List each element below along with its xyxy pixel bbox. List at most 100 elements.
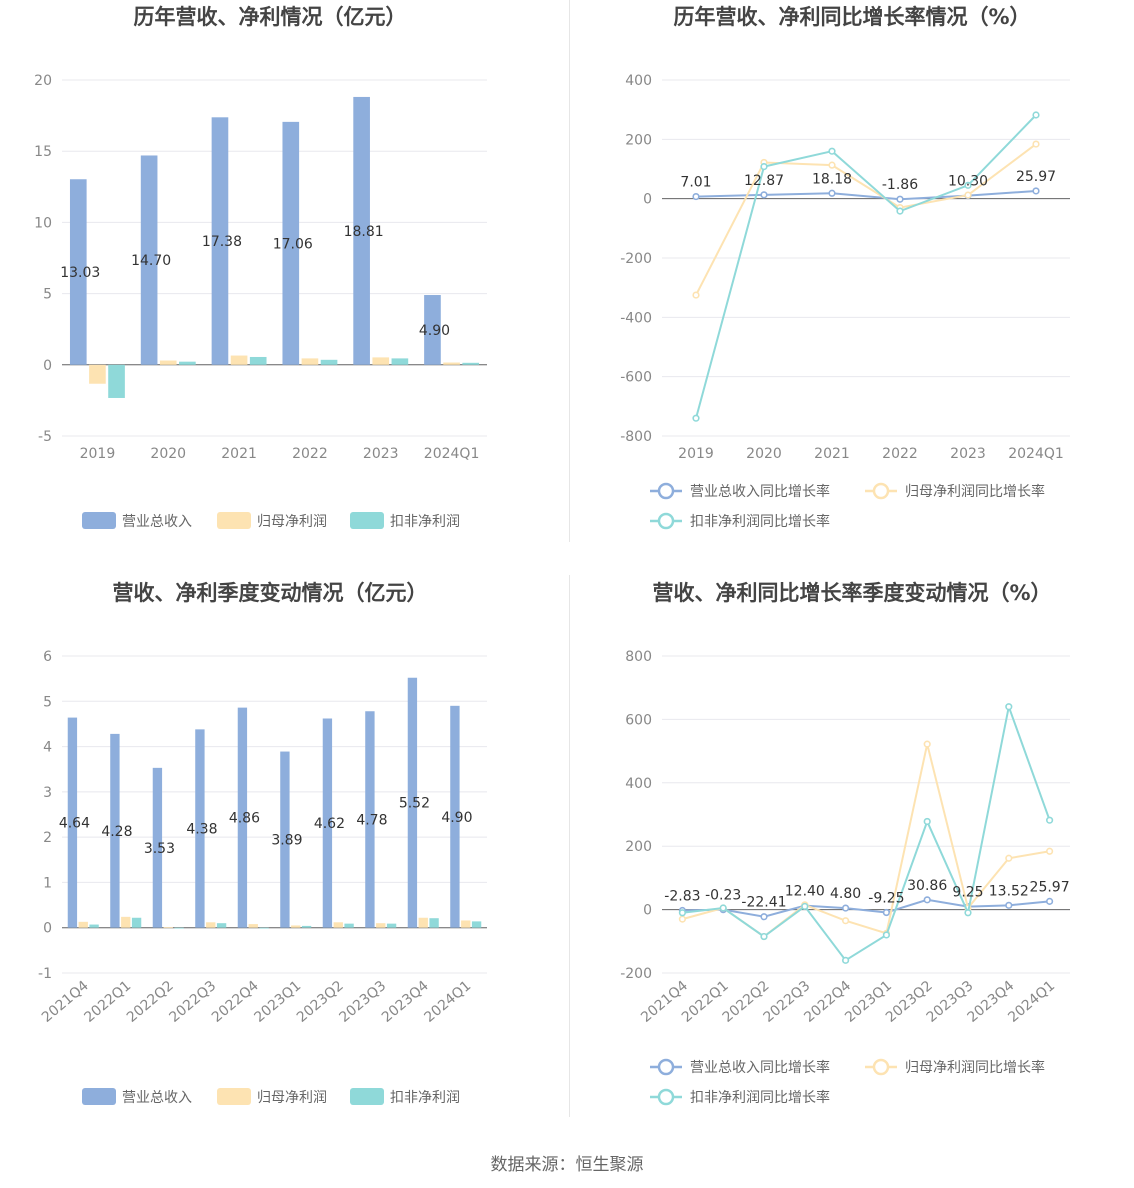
line-data-label: 13.52: [989, 883, 1029, 899]
bar-deducted-profit: [320, 359, 338, 365]
bar-deducted-profit: [462, 362, 480, 365]
line-data-label: 12.40: [785, 884, 825, 900]
bar-data-label: 18.81: [344, 224, 384, 240]
x-tick-label: 2020: [746, 446, 782, 462]
x-tick-label: 2022Q3: [166, 978, 219, 1026]
legend-marker: [657, 1088, 675, 1106]
data-point: [1032, 187, 1040, 195]
line-data-label: -9.25: [868, 891, 904, 907]
data-point: [760, 163, 768, 171]
legend-item[interactable]: 营业总收入: [82, 512, 192, 530]
legend-item[interactable]: 扣非净利润同比增长率: [650, 1088, 830, 1106]
bar-net-profit: [89, 364, 106, 384]
data-point: [801, 902, 809, 911]
data-point: [1005, 854, 1013, 862]
data-point: [1032, 111, 1040, 119]
data-point: [692, 414, 700, 422]
x-tick-label: 2022: [292, 446, 328, 462]
legend-label: 扣非净利润: [390, 514, 460, 530]
line-data-label: 7.01: [680, 175, 711, 191]
series-line-net-profit-growth: [682, 743, 1050, 938]
bar-deducted-profit: [131, 917, 142, 928]
legend-item[interactable]: 营业总收入同比增长率: [650, 1058, 830, 1076]
line-data-label: 30.86: [907, 878, 947, 894]
legend-label: 归母净利润同比增长率: [905, 483, 1045, 500]
bar-net-profit: [443, 362, 460, 365]
data-point: [964, 191, 972, 199]
legend-item[interactable]: 归母净利润同比增长率: [865, 482, 1045, 500]
legend-label: 归母净利润: [257, 1089, 327, 1106]
y-tick-label: -200: [620, 251, 652, 267]
bar-deducted-profit: [259, 927, 269, 929]
y-tick-label: -400: [620, 310, 652, 326]
legend-swatch: [217, 1088, 251, 1105]
x-tick-label: 2021: [221, 446, 257, 462]
x-tick-label: 2023Q2: [294, 978, 347, 1026]
bar-data-label: 3.53: [144, 841, 175, 857]
legend-marker: [657, 1058, 675, 1076]
bar-revenue: [110, 733, 120, 928]
y-tick-label: 0: [43, 921, 52, 937]
legend-label: 营业总收入同比增长率: [690, 483, 830, 500]
y-tick-label: 0: [43, 358, 52, 374]
series-line-net-profit-growth: [695, 143, 1037, 296]
bar-deducted-profit: [301, 925, 312, 928]
x-tick-label: 2024Q1: [424, 446, 480, 462]
quarterly-growth-rate-panel: 营收、净利同比增长率季度变动情况（%） -200 0 200 400 600 800 2021…: [570, 575, 1134, 1135]
data-point: [1005, 901, 1013, 909]
y-tick-label: 10: [34, 215, 52, 231]
legend-label: 归母净利润: [257, 513, 327, 530]
legend-item[interactable]: 扣非净利润同比增长率: [650, 512, 830, 530]
bar-data-label: 5.52: [399, 796, 430, 812]
legend-item[interactable]: 归母净利润: [217, 512, 327, 530]
legend-item[interactable]: 归母净利润同比增长率: [865, 1058, 1045, 1076]
legend-item[interactable]: 扣非净利润: [350, 512, 460, 530]
data-point: [964, 909, 972, 917]
data-point: [692, 291, 700, 299]
x-tick-label: 2022Q4: [209, 978, 262, 1026]
bar-revenue: [280, 751, 290, 928]
y-tick-label: 0: [643, 192, 652, 208]
y-tick-label: 400: [625, 73, 652, 89]
legend-item[interactable]: 扣非净利润: [350, 1088, 460, 1106]
line-data-label: 12.87: [744, 173, 784, 189]
y-tick-label: 200: [625, 839, 652, 855]
chart-title: 历年营收、净利情况（亿元）: [134, 5, 407, 29]
bar-net-profit: [333, 922, 343, 928]
data-point: [1046, 816, 1054, 824]
legend-marker: [872, 482, 890, 500]
y-tick-label: 5: [43, 287, 52, 303]
data-point: [760, 191, 768, 199]
bar-net-profit: [230, 355, 248, 365]
legend-item[interactable]: 归母净利润: [217, 1088, 327, 1106]
y-tick-label: 800: [625, 649, 652, 665]
x-tick-label: 2022Q1: [81, 978, 134, 1026]
y-tick-label: 3: [43, 785, 52, 801]
x-tick-label: 2024Q1: [1005, 978, 1058, 1026]
legend-label: 扣非净利润: [390, 1090, 460, 1106]
x-tick-label: 2021Q4: [39, 978, 92, 1026]
annual-growth-rate-chart: 历年营收、净利同比增长率情况（%） -800 -600 -400 -200 0 200 400…: [620, 5, 1070, 530]
bar-data-label: 17.38: [202, 234, 242, 250]
legend-item[interactable]: 营业总收入同比增长率: [650, 482, 830, 500]
y-tick-label: 20: [34, 73, 52, 89]
bar-deducted-profit: [471, 921, 482, 928]
line-data-label: -2.83: [664, 888, 700, 904]
data-point: [882, 908, 891, 917]
data-point: [842, 904, 850, 912]
bar-net-profit: [461, 920, 471, 928]
data-point: [678, 915, 686, 923]
y-tick-label: 15: [34, 144, 52, 160]
bar-deducted-profit: [386, 923, 397, 928]
bar-data-label: 4.62: [314, 816, 345, 832]
series-line-revenue-growth: [695, 189, 1037, 201]
x-tick-label: 2023Q4: [379, 978, 432, 1026]
data-point: [896, 207, 904, 215]
bar-deducted-profit: [429, 918, 439, 928]
legend-label: 营业总收入: [122, 514, 192, 530]
y-tick-label: 0: [643, 903, 652, 919]
y-tick-label: -1: [38, 966, 52, 982]
legend-item[interactable]: 营业总收入: [82, 1088, 192, 1106]
data-point: [964, 181, 972, 189]
quarterly-growth-rate-chart: 营收、净利同比增长率季度变动情况（%）-20002004006008002021…: [620, 581, 1070, 1106]
